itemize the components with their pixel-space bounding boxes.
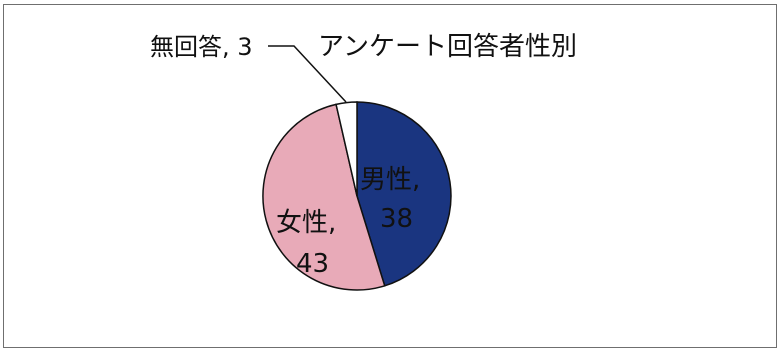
- data-label-no-answer: 無回答, 3: [150, 33, 253, 61]
- data-label-female-category: 女性,: [276, 208, 336, 238]
- data-label-female-value: 43: [296, 249, 329, 279]
- data-label-male-value: 38: [380, 204, 413, 234]
- data-label-no-answer-value: 3: [237, 33, 252, 61]
- pie-slice-no-answer: [335, 101, 358, 197]
- pie-slice-male: [356, 101, 452, 287]
- data-label-female-category-text: 女性: [276, 208, 328, 238]
- data-label-male-category: 男性,: [360, 165, 420, 195]
- pie-slices: [262, 101, 452, 291]
- data-label-no-answer-category: 無回答: [150, 33, 222, 61]
- data-label-male-category-text: 男性: [360, 165, 412, 195]
- leader-line-no-answer: [268, 45, 347, 103]
- chart-title: アンケート回答者性別: [318, 32, 577, 62]
- pie-slice-female: [262, 103, 386, 291]
